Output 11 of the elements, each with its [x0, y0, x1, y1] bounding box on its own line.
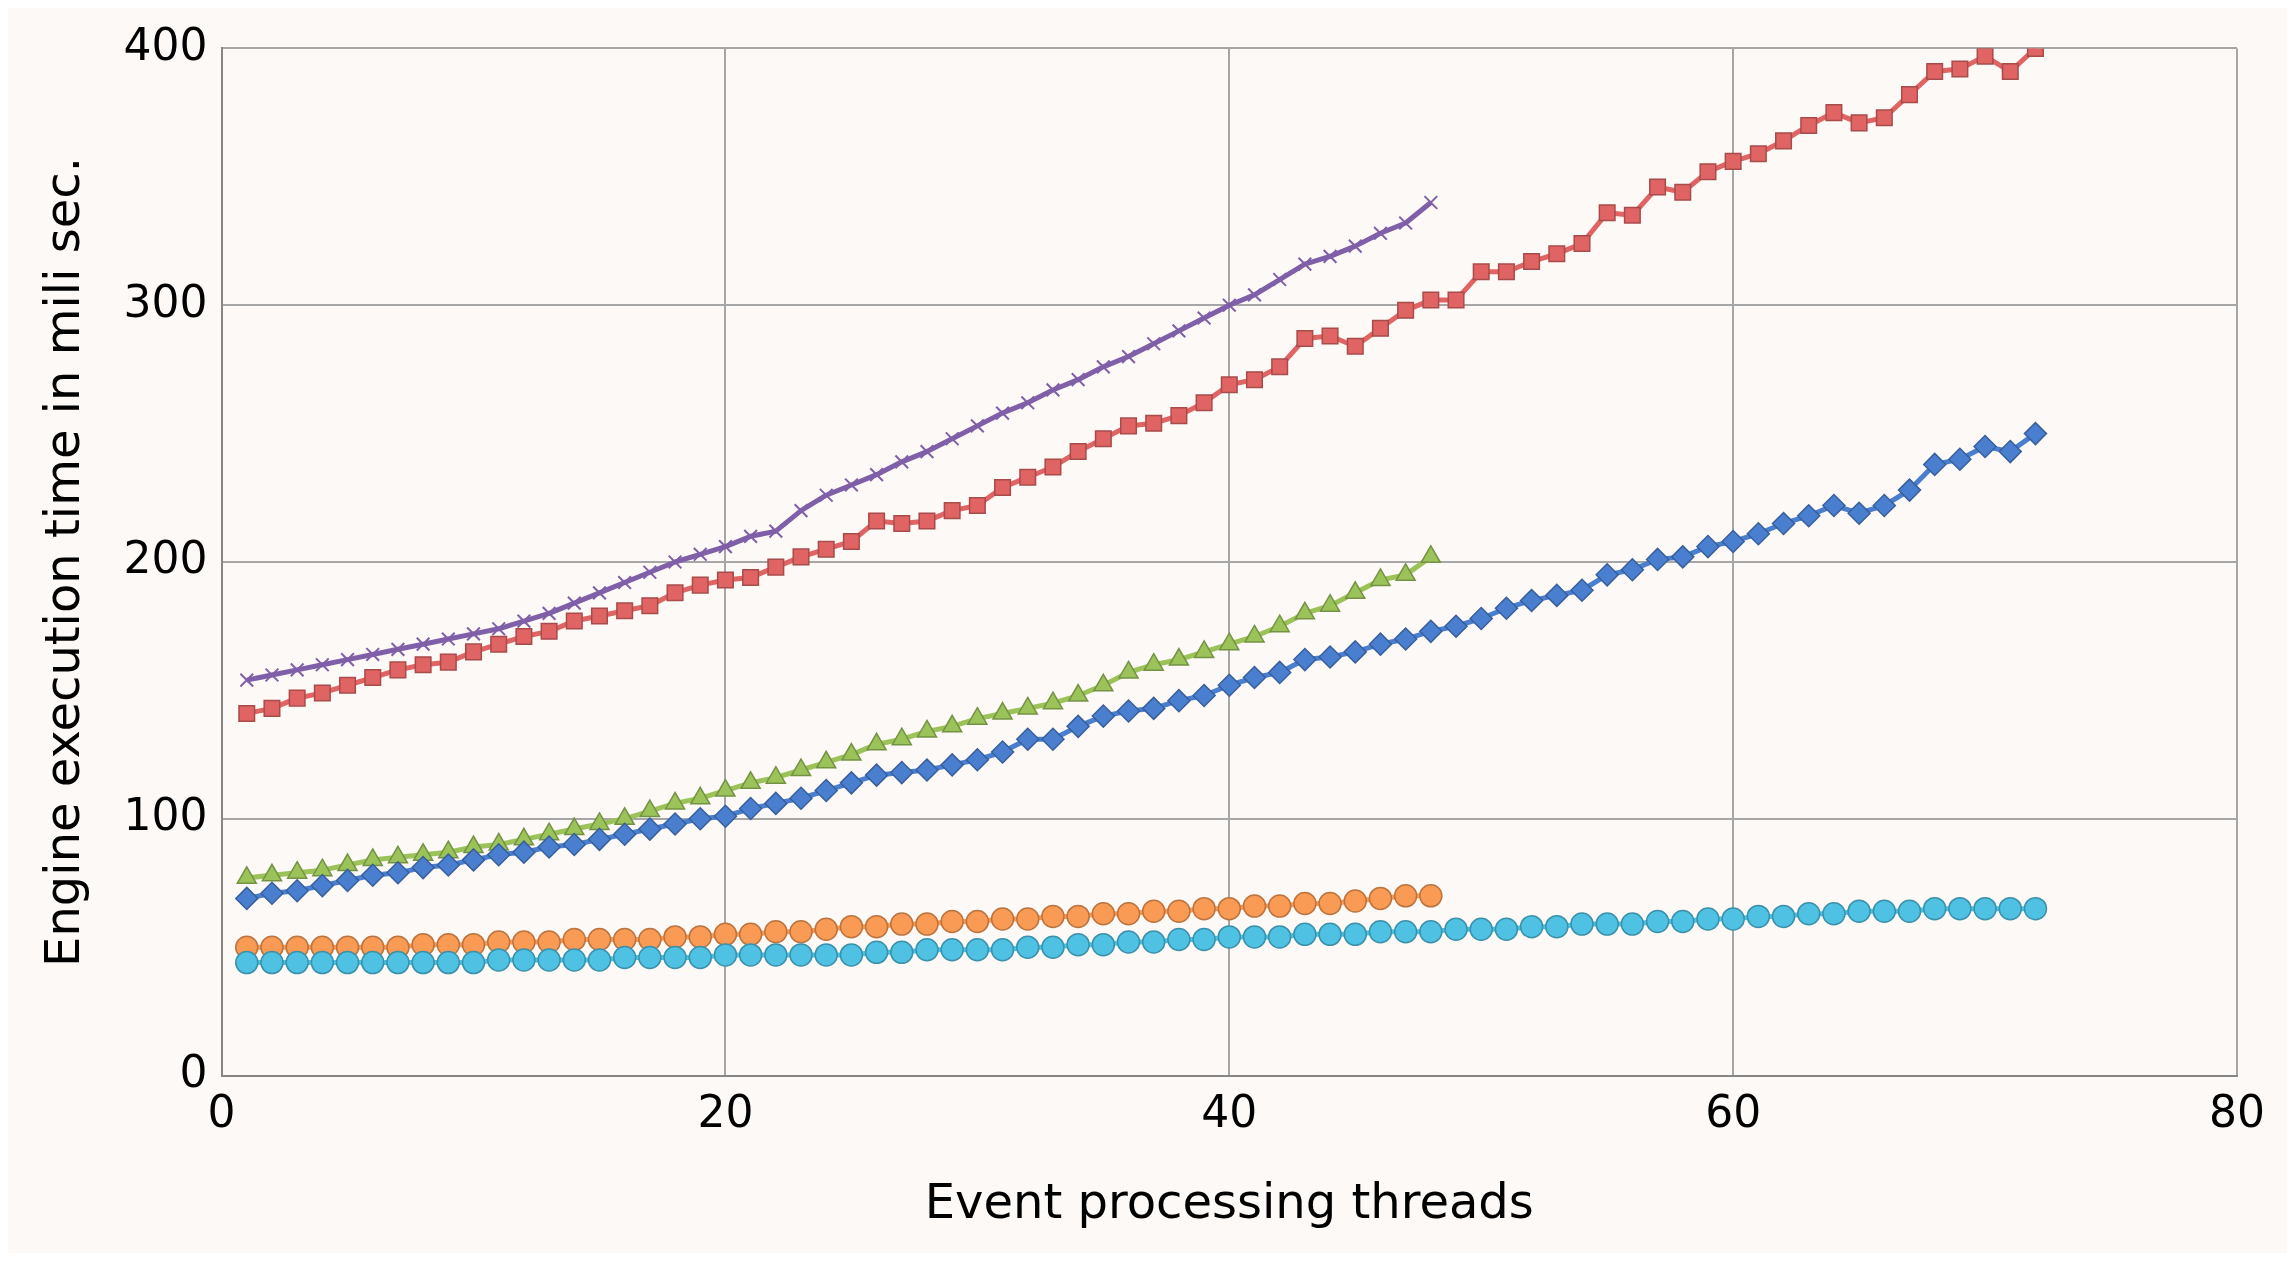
y-tick-label: 400: [123, 18, 208, 70]
x-tick-label: 60: [1705, 1086, 1762, 1138]
y-tick-label: 300: [123, 275, 208, 327]
x-axis-title: Event processing threads: [924, 1172, 1534, 1229]
y-tick-label: 200: [123, 532, 208, 584]
x-tick-label: 40: [1201, 1086, 1258, 1138]
y-tick-label: 100: [123, 789, 208, 841]
x-tick-label: 20: [697, 1086, 754, 1138]
x-tick-label: 80: [2209, 1086, 2265, 1138]
y-axis-title: Engine execution time in mili sec.: [34, 157, 91, 967]
y-tick-label: 0: [179, 1046, 208, 1098]
